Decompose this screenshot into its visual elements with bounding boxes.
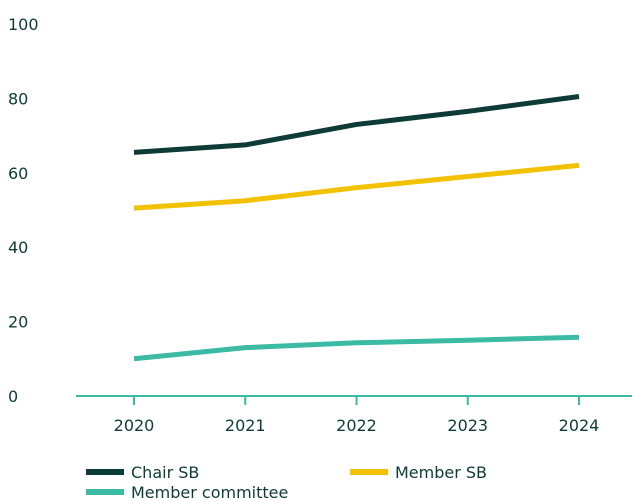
x-tick-label: 2024: [559, 416, 600, 435]
y-axis: 0 20 40 60 80 100: [8, 15, 39, 406]
x-tick-label: 2021: [225, 416, 266, 435]
legend: Chair SB Member SB Member committee: [86, 463, 487, 501]
y-tick-label: 0: [8, 387, 18, 406]
legend-label: Chair SB: [131, 463, 199, 482]
y-tick-label: 40: [8, 238, 28, 257]
x-tick-label: 2020: [114, 416, 155, 435]
series-line-member-sb: [133, 162, 580, 211]
x-axis: 2020 2021 2022 2023 2024: [114, 396, 600, 435]
series-lines: [133, 94, 580, 362]
y-tick-label: 20: [8, 313, 28, 332]
series-line-member-committee: [133, 334, 580, 362]
y-tick-label: 100: [8, 15, 39, 34]
y-tick-label: 60: [8, 164, 28, 183]
x-tick-label: 2022: [336, 416, 377, 435]
x-tick-label: 2023: [447, 416, 488, 435]
legend-label: Member SB: [395, 463, 487, 482]
y-tick-label: 80: [8, 89, 28, 108]
series-line-chair-sb: [133, 94, 580, 155]
legend-label: Member committee: [131, 483, 288, 501]
